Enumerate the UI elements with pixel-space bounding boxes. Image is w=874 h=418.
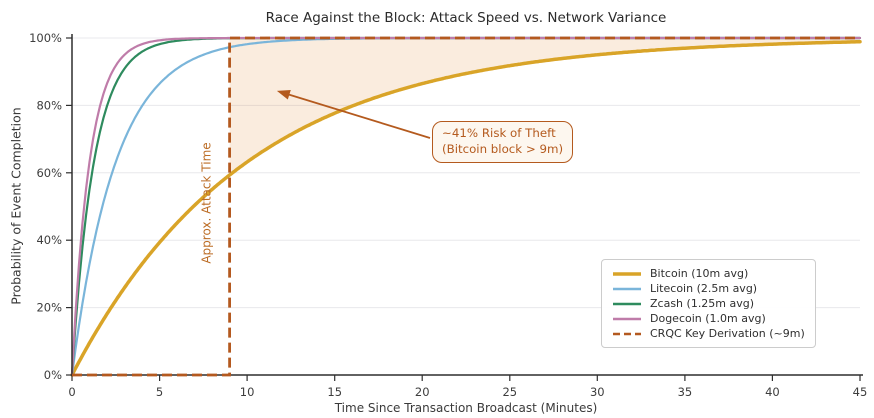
annotation-arrow-line [287,93,431,139]
y-tick-label: 40% [36,233,62,247]
legend: Bitcoin (10m avg) Litecoin (2.5m avg) Zcas… [601,259,816,348]
x-tick-label: 10 [240,385,255,399]
legend-item-bitcoin: Bitcoin (10m avg) [612,266,805,281]
x-tick-label: 35 [678,385,693,399]
x-axis-label: Time Since Transaction Broadcast (Minute… [334,401,598,415]
legend-item-crqc: CRQC Key Derivation (~9m) [612,326,805,341]
risk-annotation-line1: ~41% Risk of Theft [442,126,556,140]
legend-swatch-line [613,271,641,276]
annotation-arrowhead [276,90,291,100]
legend-label: CRQC Key Derivation (~9m) [650,327,805,340]
y-tick-label: 100% [29,31,62,45]
x-tick-label: 5 [156,385,163,399]
legend-label: Litecoin (2.5m avg) [650,282,758,295]
risk-annotation: ~41% Risk of Theft (Bitcoin block > 9m) [432,121,574,164]
x-tick-label: 40 [765,385,780,399]
chart-title: Race Against the Block: Attack Speed vs.… [265,10,667,26]
legend-label: Dogecoin (1.0m avg) [650,312,766,325]
risk-region [229,38,861,175]
attack-time-label: Approx. Attack Time [200,142,214,263]
x-tick-label: 20 [415,385,430,399]
legend-label: Zcash (1.25m avg) [650,297,755,310]
legend-swatch-line [613,317,641,320]
legend-swatch-line [613,287,641,290]
x-tick-label: 45 [853,385,868,399]
legend-item-litecoin: Litecoin (2.5m avg) [612,281,805,296]
legend-swatch-line [613,332,641,335]
legend-label: Bitcoin (10m avg) [650,267,749,280]
y-tick-label: 80% [36,98,62,112]
legend-item-zcash: Zcash (1.25m avg) [612,296,805,311]
x-tick-label: 15 [327,385,342,399]
y-tick-label: 60% [36,166,62,180]
y-tick-label: 0% [44,368,62,382]
series-line-crqc-step [72,36,860,377]
series-line-bitcoin [70,39,862,377]
legend-swatch-line [613,302,641,305]
x-tick-label: 25 [502,385,517,399]
legend-item-dogecoin: Dogecoin (1.0m avg) [612,311,805,326]
y-axis-label: Probability of Event Completion [8,107,24,305]
x-tick-label: 30 [590,385,605,399]
y-tick-label: 20% [36,301,62,315]
risk-annotation-line2: (Bitcoin block > 9m) [442,141,564,156]
x-tick-label: 0 [68,385,75,399]
